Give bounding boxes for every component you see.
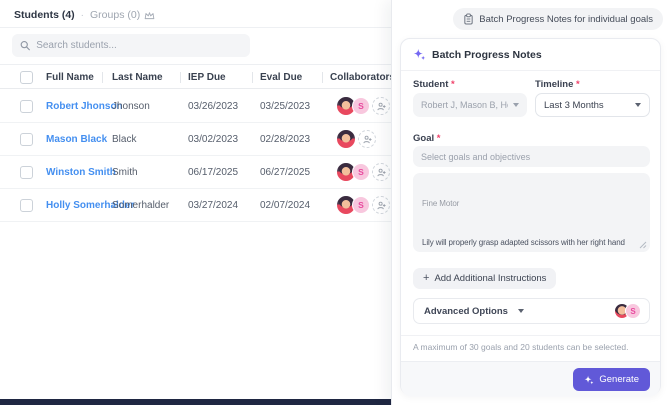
goal-label: Goal * [413, 133, 441, 144]
chevron-down-icon [635, 103, 641, 107]
last-name-cell: Somerhalder [112, 200, 170, 211]
column-divider [102, 72, 103, 83]
student-name-link[interactable]: Robert Jhonson [46, 101, 123, 112]
iep-due-cell: 03/26/2023 [188, 101, 239, 112]
last-name-cell: Black [112, 134, 137, 145]
column-divider [322, 72, 323, 83]
column-divider [252, 72, 253, 83]
list-tabs: Students (4) · Groups (0) [14, 7, 155, 23]
student-select[interactable]: Robert J, Mason B, Holl [413, 93, 527, 117]
goal-text-clipped-line: Fine Motor [422, 199, 460, 208]
timeline-label: Timeline * [535, 79, 580, 90]
generate-button[interactable]: Generate [573, 368, 650, 391]
header-eval-due[interactable]: Eval Due [260, 72, 303, 83]
chevron-down-icon [517, 309, 524, 313]
table-row: Mason Black Black 03/02/2023 02/28/2023 [0, 123, 391, 156]
goal-text-content: Lily will properly grasp adapted scissor… [422, 238, 635, 252]
advanced-options-label: Advanced Options [424, 306, 524, 317]
table-row: Holly Somerhalder Somerhalder 03/27/2024… [0, 189, 391, 222]
timeline-select[interactable]: Last 3 Months [535, 93, 650, 117]
collaborators-cell [336, 129, 376, 149]
student-name-link[interactable]: Holly Somerhalder [46, 200, 135, 211]
goal-text-area[interactable]: Fine Motor Lily will properly grasp adap… [413, 173, 650, 252]
sparkle-icon [584, 375, 594, 384]
table-row: Robert Jhonson Jhonson 03/26/2023 03/25/… [0, 90, 391, 123]
iep-due-cell: 03/02/2023 [188, 134, 239, 145]
selection-limit-note: A maximum of 30 goals and 20 students ca… [413, 342, 629, 352]
add-additional-instructions-button[interactable]: + Add Additional Instructions [413, 268, 557, 289]
goal-select[interactable]: Select goals and objectives [413, 146, 650, 167]
add-collaborator-button[interactable] [372, 196, 390, 214]
header-collaborators: Collaborators [330, 72, 391, 83]
add-collaborator-button[interactable] [372, 97, 390, 115]
column-divider [180, 72, 181, 83]
batch-progress-notes-panel: Batch Progress Notes for individual goal… [391, 0, 670, 405]
plus-icon: + [423, 272, 430, 284]
tabs-divider [0, 27, 391, 28]
advanced-options-toggle[interactable]: Advanced Options S [413, 298, 650, 324]
batch-notes-individual-goals-button[interactable]: Batch Progress Notes for individual goal… [453, 8, 663, 30]
divider [401, 70, 660, 71]
batch-progress-notes-card: Batch Progress Notes Student * Timeline … [400, 38, 661, 396]
resize-handle[interactable] [639, 241, 647, 249]
required-asterisk: * [436, 133, 441, 144]
card-footer: Generate [401, 361, 660, 396]
person-add-icon [376, 168, 386, 176]
header-last-name[interactable]: Last Name [112, 72, 163, 83]
student-search[interactable] [12, 34, 250, 57]
collaborators-cell: S [336, 96, 390, 116]
person-add-icon [362, 135, 372, 143]
eval-due-cell: 02/28/2023 [260, 134, 311, 145]
iep-due-cell: 06/17/2025 [188, 167, 239, 178]
selected-students-avatars: S [614, 303, 641, 319]
required-asterisk: * [576, 79, 580, 90]
table-header: Full Name Last Name IEP Due Eval Due Col… [0, 64, 391, 89]
collaborators-cell: S [336, 195, 390, 215]
eval-due-cell: 06/27/2025 [260, 167, 311, 178]
eval-due-cell: 02/07/2024 [260, 200, 311, 211]
student-name-link[interactable]: Mason Black [46, 134, 108, 145]
select-all-checkbox[interactable] [20, 71, 33, 84]
student-initial-badge: S [625, 303, 641, 319]
eval-due-cell: 03/25/2023 [260, 101, 311, 112]
sparkle-icon [413, 48, 426, 61]
last-name-cell: Smith [112, 167, 138, 178]
search-icon [20, 41, 30, 51]
header-iep-due[interactable]: IEP Due [188, 72, 226, 83]
row-checkbox[interactable] [20, 100, 33, 113]
table-row: Winston Smith Smith 06/17/2025 06/27/202… [0, 156, 391, 189]
divider [401, 335, 660, 336]
student-label: Student * [413, 79, 455, 90]
row-checkbox[interactable] [20, 166, 33, 179]
collaborator-initial-badge: S [352, 163, 370, 181]
add-collaborator-button[interactable] [372, 163, 390, 181]
required-asterisk: * [451, 79, 455, 90]
collaborator-avatar [336, 129, 356, 149]
collaborator-initial-badge: S [352, 97, 370, 115]
header-full-name[interactable]: Full Name [46, 72, 94, 83]
student-name-link[interactable]: Winston Smith [46, 167, 116, 178]
tab-separator: · [80, 9, 85, 21]
last-name-cell: Jhonson [112, 101, 150, 112]
person-add-icon [376, 102, 386, 110]
note-icon [464, 13, 473, 25]
add-collaborator-button[interactable] [358, 130, 376, 148]
tab-students[interactable]: Students (4) [14, 9, 75, 21]
bottom-bar [0, 399, 391, 405]
collaborator-initial-badge: S [352, 196, 370, 214]
row-checkbox[interactable] [20, 199, 33, 212]
person-add-icon [376, 201, 386, 209]
collaborators-cell: S [336, 162, 390, 182]
search-input[interactable] [36, 40, 242, 51]
row-checkbox[interactable] [20, 133, 33, 146]
students-list-section: Students (4) · Groups (0) Full Name Last… [0, 7, 391, 405]
tab-groups[interactable]: Groups (0) [90, 9, 155, 21]
iep-due-cell: 03/27/2024 [188, 200, 239, 211]
chevron-down-icon [513, 103, 519, 107]
card-title: Batch Progress Notes [413, 48, 542, 61]
crown-icon [144, 11, 155, 19]
